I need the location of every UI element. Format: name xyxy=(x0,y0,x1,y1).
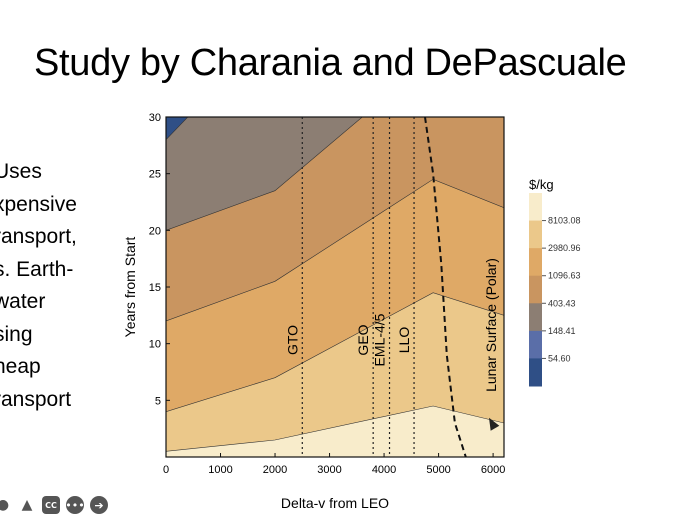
x-axis-label: Delta-v from LEO xyxy=(281,495,389,511)
contour-line xyxy=(166,292,504,412)
legend-label: 8103.08 xyxy=(548,216,581,226)
presenter-icon[interactable]: ▲ xyxy=(21,497,33,513)
next-icon[interactable]: ➔ xyxy=(90,496,108,514)
bullet-line: xpensive xyxy=(0,192,77,216)
legend-swatch xyxy=(529,358,542,387)
legend-label: 403.43 xyxy=(548,298,576,308)
y-axis-label: Years from Start xyxy=(122,237,138,338)
legend-label: 2980.96 xyxy=(548,243,581,253)
legend-label: 1096.63 xyxy=(548,271,581,281)
y-tick-label: 25 xyxy=(149,169,161,181)
slide-title: Study by Charania and DePascuale xyxy=(34,42,627,84)
bullet-line: Uses xyxy=(0,160,42,183)
legend-label: 54.60 xyxy=(548,353,571,363)
legend-swatch xyxy=(529,193,542,222)
legend-swatch xyxy=(529,248,542,277)
legend-title: $/kg xyxy=(529,177,554,192)
legend-swatch xyxy=(529,303,542,332)
y-tick-label: 10 xyxy=(149,339,161,351)
destination-label: EML-4/5 xyxy=(372,313,388,366)
y-tick-label: 5 xyxy=(155,395,161,407)
contour-line xyxy=(166,117,363,231)
destination-label: GTO xyxy=(284,325,300,355)
contour-line xyxy=(166,178,504,322)
contour-line xyxy=(166,117,189,140)
y-tick-label: 30 xyxy=(149,112,161,124)
surface-label: Lunar Surface (Polar) xyxy=(483,258,499,392)
bullet-line: water xyxy=(0,290,46,313)
contour-band xyxy=(166,406,504,457)
contour-line xyxy=(166,405,504,452)
y-tick-label: 20 xyxy=(149,225,161,237)
breakeven-curve xyxy=(424,117,467,457)
presentation-toolbar: ● ▲ CC ••• ➔ xyxy=(0,496,108,514)
bullet-line: sing xyxy=(0,322,33,346)
bullet-list: Uses xpensive ransport, s. Earth- water … xyxy=(0,156,104,416)
y-tick-label: 15 xyxy=(149,282,161,294)
legend-swatch xyxy=(529,275,542,304)
closed-captions-icon[interactable]: CC xyxy=(42,496,60,514)
bullet-line: ransport xyxy=(0,387,72,411)
x-tick-label: 4000 xyxy=(372,464,396,476)
person-icon[interactable]: ● xyxy=(0,497,10,513)
x-tick-label: 5000 xyxy=(426,464,450,476)
bullet-line: heap xyxy=(0,355,41,378)
legend-label: 148.41 xyxy=(548,326,576,336)
destination-label: GEO xyxy=(355,324,371,355)
legend-swatch xyxy=(529,330,542,359)
x-tick-label: 2000 xyxy=(263,464,287,476)
bullet-line: ransport, xyxy=(0,225,77,248)
bullet-line: s. Earth- xyxy=(0,257,74,281)
legend-swatch xyxy=(529,220,542,249)
x-tick-label: 0 xyxy=(163,464,169,476)
destination-label: LLO xyxy=(396,327,412,354)
x-tick-label: 6000 xyxy=(481,464,505,476)
more-options-icon[interactable]: ••• xyxy=(65,496,85,514)
x-tick-label: 3000 xyxy=(317,464,341,476)
x-tick-label: 1000 xyxy=(208,464,232,476)
